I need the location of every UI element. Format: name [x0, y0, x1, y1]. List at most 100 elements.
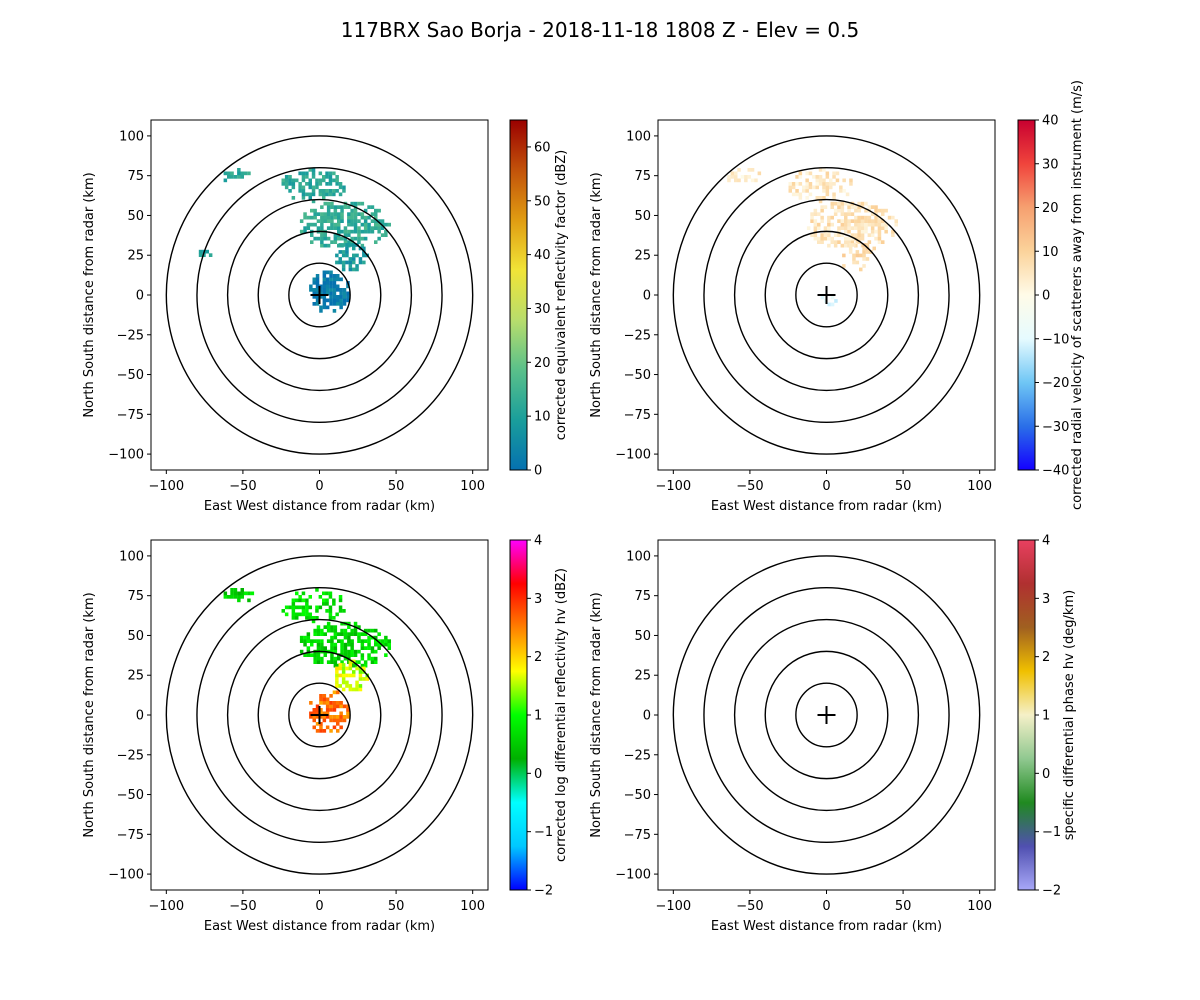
echo-cell: [810, 219, 814, 223]
echo-cell: [350, 212, 354, 216]
echo-cell: [834, 299, 838, 303]
echo-cell: [311, 199, 316, 204]
echo-cell: [730, 175, 735, 179]
echo-cell: [877, 226, 882, 230]
y-tick-label: −25: [117, 748, 144, 763]
echo-cell: [362, 246, 366, 251]
echo-cell: [335, 178, 339, 183]
echo-cell: [338, 609, 343, 613]
echo-cell: [337, 229, 341, 234]
y-tick-label: −50: [624, 368, 651, 383]
colorbar: [1017, 539, 1036, 891]
echo-cell: [829, 185, 833, 190]
echo-cell: [305, 175, 309, 179]
echo-cell: [342, 185, 346, 190]
echo-cell: [341, 673, 346, 678]
echo-cell: [347, 635, 351, 640]
echo-cell: [301, 609, 306, 613]
echo-cell: [837, 219, 841, 223]
echo-cell: [319, 697, 323, 702]
panel-bottom-left: −100 −50 0 50 100 100 75 50 25 0 −25 −50 −75 −100 East…: [82, 534, 569, 935]
echo-cell: [312, 291, 316, 296]
colorbar-tick-label: −40: [1042, 464, 1069, 479]
panel-bottom-right: −100 −50 0 50 100 100 75 50 25 0 −25 −50 −75 −100 East…: [589, 534, 1077, 935]
echo-cell: [315, 711, 320, 716]
x-axis-label: East West distance from radar (km): [711, 919, 942, 934]
echo-cell: [342, 189, 346, 193]
echo-cell: [320, 233, 324, 237]
echo-cell: [322, 305, 327, 310]
range-ring: [703, 587, 950, 843]
echo-cell: [346, 284, 350, 289]
echo-cell: [833, 240, 838, 244]
echo-cell: [818, 178, 823, 183]
echo-cell: [315, 288, 320, 292]
echo-cell: [326, 236, 331, 241]
echo-cell: [332, 718, 337, 723]
echo-cell: [744, 178, 748, 183]
echo-cell: [338, 605, 343, 610]
echo-cell: [358, 684, 363, 688]
echo-cell: [367, 222, 371, 227]
echo-cell: [795, 175, 799, 179]
echo-cell: [325, 291, 330, 296]
echo-cell: [813, 222, 818, 227]
echo-cell: [301, 178, 306, 183]
echo-cell: [864, 215, 868, 220]
echo-cell: [330, 222, 334, 227]
echo-cell: [363, 632, 368, 636]
echo-cell: [810, 212, 814, 216]
echo-cell: [318, 189, 323, 193]
y-axis-label: North South distance from radar (km): [82, 172, 97, 417]
echo-cell: [341, 267, 346, 272]
echo-cell: [310, 222, 314, 227]
echo-cell: [316, 656, 321, 661]
echo-cell: [852, 253, 856, 258]
echo-cell: [338, 260, 342, 265]
echo-cell: [346, 291, 350, 296]
echo-cell: [840, 212, 845, 216]
echo-cell: [315, 182, 319, 186]
echo-cell: [370, 229, 375, 234]
echo-cell: [854, 226, 858, 230]
echo-cell: [233, 588, 238, 592]
echo-cell: [844, 219, 848, 223]
echo-cell: [336, 295, 340, 299]
echo-cell: [336, 274, 340, 278]
echo-cell: [326, 212, 331, 216]
echo-cell: [884, 222, 888, 227]
echo-cell: [833, 233, 838, 237]
echo-cell: [326, 219, 331, 223]
echo-cell: [374, 222, 378, 227]
echo-cell: [352, 673, 356, 678]
echo-cell: [341, 677, 346, 681]
echo-cell: [844, 226, 848, 230]
echo-cell: [332, 189, 336, 193]
echo-cell: [805, 189, 809, 193]
echo-cell: [374, 656, 378, 661]
echo-cell: [340, 628, 344, 633]
echo-cell: [865, 243, 870, 247]
echo-cell: [387, 639, 391, 643]
echo-cell: [299, 639, 304, 643]
echo-cell: [337, 222, 341, 227]
echo-cell: [847, 236, 851, 241]
echo-cell: [237, 171, 241, 176]
echo-cell: [352, 267, 356, 272]
echo-cell: [322, 718, 327, 723]
y-tick-label: −50: [117, 368, 144, 383]
echo-cell: [357, 219, 361, 223]
echo-cell: [240, 588, 244, 592]
echo-cell: [870, 205, 875, 209]
echo-cell: [815, 185, 819, 190]
echo-cell: [291, 598, 296, 603]
echo-cell: [330, 625, 334, 629]
echo-cell: [243, 171, 248, 176]
echo-cell: [350, 215, 354, 220]
echo-cell: [308, 616, 312, 620]
echo-cell: [320, 219, 324, 223]
echo-cell: [316, 212, 321, 216]
echo-cell: [347, 649, 351, 654]
echo-cell: [308, 605, 312, 610]
echo-cell: [340, 215, 344, 220]
